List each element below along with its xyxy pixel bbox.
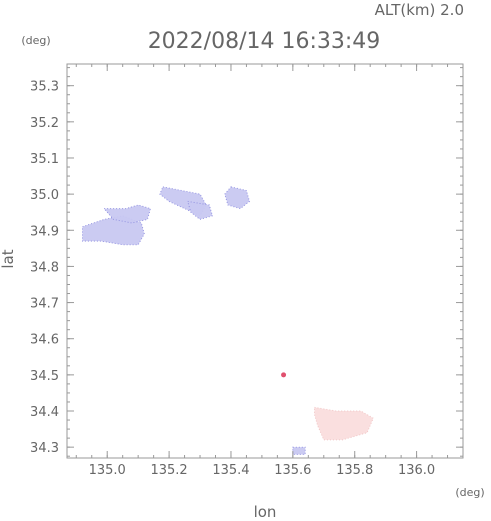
- x-axis-label: lon: [254, 503, 277, 521]
- x-unit-label: (deg): [455, 486, 484, 499]
- y-tick-label-9: 35.2: [30, 116, 59, 131]
- x-tick-label-3: 135.6: [274, 463, 311, 478]
- x-tick-label-5: 136.0: [398, 463, 435, 478]
- echo-region-4: [224, 186, 251, 210]
- y-tick-label-5: 34.8: [30, 260, 59, 275]
- radar-station-marker-0: [281, 372, 287, 378]
- x-tick-label-2: 135.4: [212, 463, 249, 478]
- x-tick-label-0: 135.0: [89, 463, 126, 478]
- y-tick-label-0: 34.3: [30, 441, 59, 456]
- y-tick-label-3: 34.6: [30, 333, 59, 348]
- echo-region-6: [314, 406, 374, 441]
- echo-region-0: [82, 215, 145, 246]
- x-tick-label-4: 135.8: [336, 463, 373, 478]
- x-tick-label-1: 135.2: [150, 463, 187, 478]
- y-tick-label-7: 35.0: [30, 188, 59, 203]
- y-tick-label-1: 34.4: [30, 405, 59, 420]
- timestamp-title: 2022/08/14 16:33:49: [148, 29, 381, 54]
- y-tick-label-6: 34.9: [30, 224, 59, 239]
- altitude-label: ALT(km) 2.0: [375, 1, 464, 19]
- y-tick-label-2: 34.5: [30, 369, 59, 384]
- y-tick-label-8: 35.1: [30, 152, 59, 167]
- plot-area: 135.0 135.2 135.4 135.6 135.8 136.0 34.3 34.4 34…: [30, 63, 464, 478]
- y-unit-label: (deg): [21, 34, 50, 47]
- echo-region-1: [103, 204, 152, 224]
- y-axis-label: lat: [0, 249, 17, 268]
- echo-region-5: [292, 446, 306, 455]
- y-tick-label-10: 35.3: [30, 80, 59, 95]
- echo-region-3: [187, 200, 214, 220]
- plot-frame: [66, 63, 464, 459]
- y-tick-label-4: 34.7: [30, 297, 59, 312]
